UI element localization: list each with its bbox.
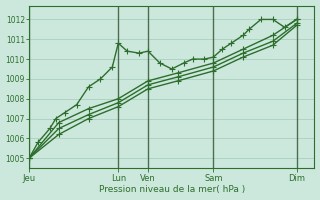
X-axis label: Pression niveau de la mer( hPa ): Pression niveau de la mer( hPa ) — [99, 185, 245, 194]
